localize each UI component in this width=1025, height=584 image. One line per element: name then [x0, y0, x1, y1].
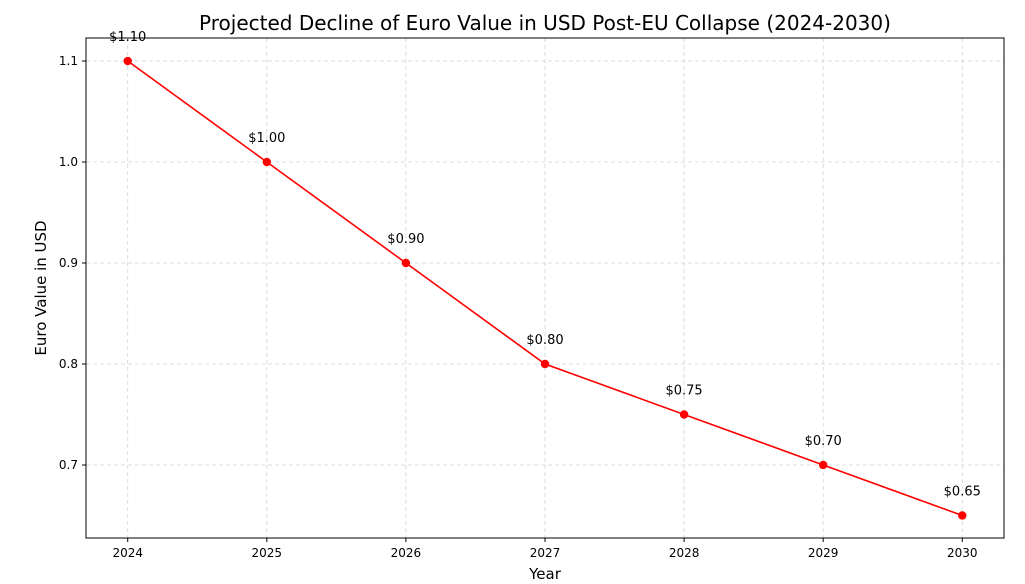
x-axis-label: Year: [528, 565, 562, 580]
data-point: [958, 511, 967, 520]
chart-title: Projected Decline of Euro Value in USD P…: [199, 11, 891, 35]
data-label: $0.90: [387, 232, 424, 247]
y-tick-label: 1.0: [59, 155, 78, 169]
x-tick-label: 2028: [669, 546, 700, 560]
y-axis-ticks: 0.7 0.8 0.9 1.0 1.1: [59, 54, 86, 472]
y-axis-label: Euro Value in USD: [32, 220, 50, 355]
grid: [86, 38, 1004, 538]
data-point: [262, 157, 272, 167]
data-point: [679, 410, 689, 419]
x-tick-label: 2026: [391, 546, 422, 560]
x-tick-label: 2030: [947, 546, 978, 560]
data-point: [401, 258, 411, 268]
plot-frame: [85, 37, 1005, 539]
data-label: $0.75: [665, 383, 702, 398]
x-tick-label: 2025: [252, 546, 283, 560]
data-point: [818, 460, 828, 470]
data-label: $0.80: [526, 333, 563, 348]
data-label: $0.65: [944, 484, 981, 499]
data-point: [540, 359, 550, 369]
data-label: $1.00: [248, 131, 285, 146]
series: [123, 56, 967, 520]
data-labels: $1.10$1.00$0.90$0.80$0.75$0.70$0.65: [109, 30, 981, 499]
x-tick-label: 2024: [112, 546, 143, 560]
y-tick-label: 0.8: [59, 357, 78, 371]
y-tick-label: 0.7: [59, 458, 78, 472]
x-axis-ticks: 2024 2025 2026 2027 2028 2029 2030: [112, 538, 978, 560]
x-tick-label: 2027: [530, 546, 561, 560]
x-tick-label: 2029: [808, 546, 839, 560]
y-tick-label: 0.9: [59, 256, 78, 270]
data-label: $0.70: [805, 434, 842, 449]
y-tick-label: 1.1: [59, 54, 78, 68]
data-point: [123, 56, 132, 66]
